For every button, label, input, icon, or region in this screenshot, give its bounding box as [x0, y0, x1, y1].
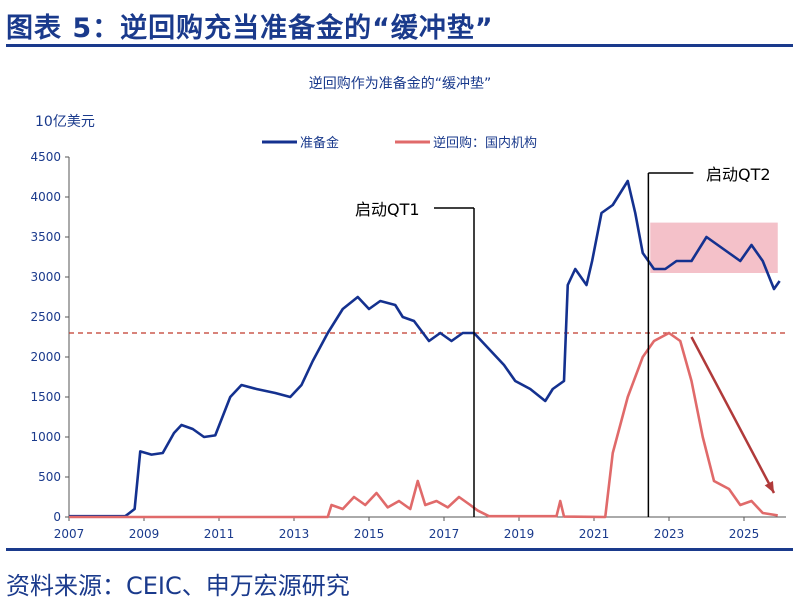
- title-rule: [6, 44, 793, 47]
- x-tick-label: 2007: [54, 527, 85, 541]
- y-tick-label: 3500: [30, 230, 61, 244]
- qt1-label: 启动QT1: [355, 200, 420, 219]
- x-tick-label: 2023: [654, 527, 685, 541]
- y-tick-label: 2500: [30, 310, 61, 324]
- x-tick-label: 2019: [504, 527, 535, 541]
- reserves-line: [69, 179, 781, 518]
- x-tick-label: 2021: [579, 527, 610, 541]
- chart-title: 逆回购作为准备金的“缓冲垫”: [309, 75, 492, 92]
- y-axis-label: 10亿美元: [35, 114, 95, 130]
- x-tick-label: 2015: [354, 527, 385, 541]
- y-tick-label: 3000: [30, 270, 61, 284]
- x-tick-label: 2011: [204, 527, 235, 541]
- rrp-line: [69, 331, 778, 519]
- figure-title: 图表 5：逆回购充当准备金的“缓冲垫”: [6, 13, 494, 44]
- trend-arrow-head: [764, 481, 774, 493]
- x-tick-label: 2025: [729, 527, 760, 541]
- legend-label-rrp: 逆回购：国内机构: [433, 135, 537, 151]
- source-note: 资料来源：CEIC、申万宏源研究: [6, 572, 350, 600]
- y-tick-label: 500: [38, 470, 61, 484]
- y-tick-label: 0: [53, 510, 61, 524]
- qt2-label: 启动QT2: [706, 165, 771, 184]
- legend-label-reserves: 准备金: [300, 135, 339, 151]
- trend-arrow: [690, 336, 776, 494]
- y-tick-label: 2000: [30, 350, 61, 364]
- x-tick-label: 2017: [429, 527, 460, 541]
- x-tick-label: 2013: [279, 527, 310, 541]
- y-tick-label: 1000: [30, 430, 61, 444]
- footer-rule: [6, 548, 793, 551]
- x-tick-label: 2009: [129, 527, 160, 541]
- y-tick-label: 4500: [30, 150, 61, 164]
- y-tick-label: 1500: [30, 390, 61, 404]
- y-tick-label: 4000: [30, 190, 61, 204]
